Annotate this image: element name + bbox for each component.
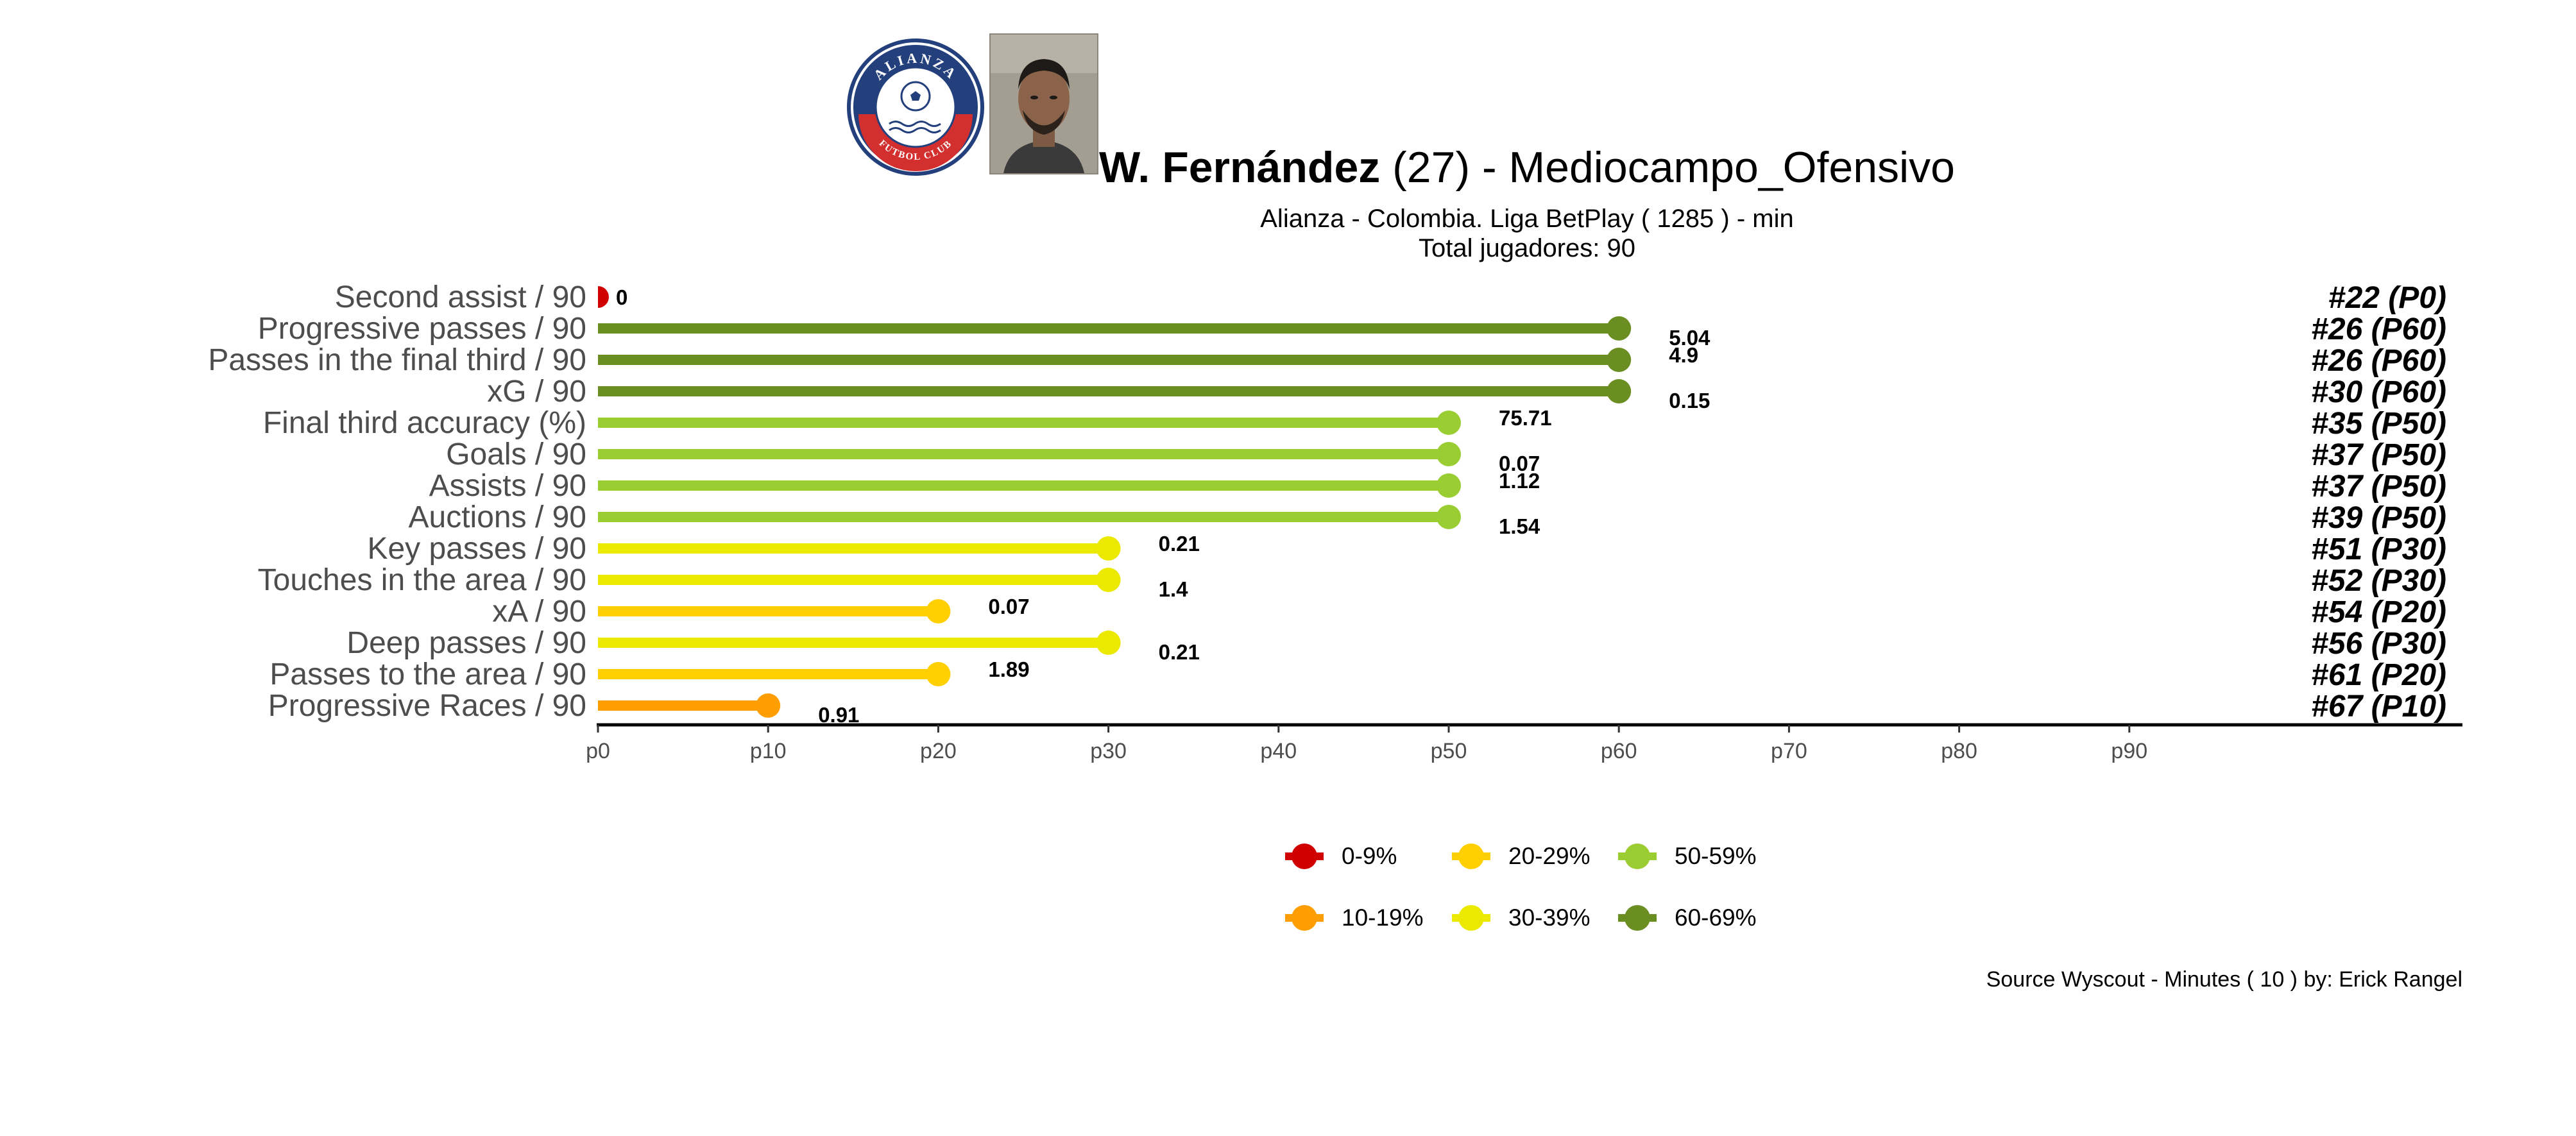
bar-point [1607,348,1632,372]
category-label: Passes in the final third / 90 [208,343,586,377]
player-name: W. Fernández [1098,143,1381,192]
value-label: 4.9 [1669,343,1698,367]
chart-title: W. Fernández (27) - Mediocampo_Ofensivo [834,142,2220,192]
x-tick-label: p20 [920,739,957,763]
club-logo: ALIANZA FUTBOL CLUB [846,37,985,177]
category-label: Auctions / 90 [409,500,587,534]
value-label: 0.07 [1499,452,1540,475]
x-tick-label: p0 [586,739,610,763]
category-label: Final third accuracy (%) [263,406,586,440]
legend-label: 10-19% [1342,904,1424,931]
bar-point [756,693,781,718]
subtitle-line-1: Alianza - Colombia. Liga BetPlay ( 1285 … [1260,205,1794,233]
legend-swatch [1285,905,1324,931]
category-label: Assists / 90 [429,469,586,503]
rank-label: #61 (P20) [2311,658,2446,692]
value-label: 0.21 [1159,532,1200,555]
legend-item: 60-69% [1618,904,1757,931]
rank-label: #56 (P30) [2311,627,2446,661]
legend-item: 10-19% [1285,904,1424,931]
x-tick-label: p60 [1601,739,1637,763]
rank-label: #26 (P60) [2311,312,2446,346]
x-tick-label: p10 [750,739,787,763]
category-label: Progressive Races / 90 [268,689,586,723]
legend-label: 60-69% [1675,904,1757,931]
legend-swatch [1285,844,1324,869]
bar-point [1096,536,1121,561]
legend-item: 20-29% [1452,843,1591,870]
legend-item: 30-39% [1452,904,1591,931]
legend-label: 0-9% [1342,843,1397,869]
category-label: Progressive passes / 90 [258,312,586,346]
legend-swatch [1618,905,1657,931]
player-age-position: (27) - Mediocampo_Ofensivo [1380,143,1955,192]
player-photo [989,33,1098,174]
value-label: 75.71 [1499,406,1552,430]
rank-label: #37 (P50) [2311,470,2446,504]
legend-swatch [1452,844,1490,869]
bar-point [926,662,951,686]
category-label: xA / 90 [492,595,586,629]
x-tick-label: p80 [1941,739,1977,763]
legend-item: 50-59% [1618,843,1757,870]
rank-label: #51 (P30) [2311,532,2446,566]
legend-swatch [1618,844,1657,869]
x-tick-label: p50 [1431,739,1467,763]
bar-point [1607,379,1632,403]
category-label: xG / 90 [487,375,586,409]
rank-label: #30 (P60) [2311,375,2446,409]
legend-swatch [1452,905,1490,931]
value-label: 0.21 [1159,640,1200,664]
bar-point [598,286,609,308]
category-label: Touches in the area / 90 [258,563,586,597]
category-label: Second assist / 90 [335,280,586,314]
value-label: 0 [616,285,627,309]
category-label: Key passes / 90 [367,532,586,566]
x-tick-label: p40 [1260,739,1297,763]
value-label: 0.07 [988,595,1029,618]
x-tick-label: p70 [1771,739,1807,763]
bar-point [1437,473,1461,498]
legend-label: 50-59% [1675,843,1757,869]
chart-subtitle: Alianza - Colombia. Liga BetPlay ( 1285 … [962,204,2092,263]
rank-label: #54 (P20) [2311,595,2446,629]
value-label: 0.91 [818,703,859,727]
rank-label: #22 (P0) [2328,281,2446,315]
bar-point [1096,568,1121,592]
value-label: 5.04 [1669,326,1710,350]
value-label: 0.15 [1669,389,1710,412]
rank-label: #26 (P60) [2311,344,2446,378]
bar-point [926,599,951,623]
category-label: Goals / 90 [446,437,586,471]
value-label: 1.54 [1499,514,1540,538]
value-label: 1.12 [1499,469,1540,493]
x-tick-label: p30 [1090,739,1127,763]
legend-item: 0-9% [1285,843,1397,870]
source-caption: Source Wyscout - Minutes ( 10 ) by: Eric… [1986,967,2462,992]
x-tick-label: p90 [2111,739,2147,763]
bar-point [1437,442,1461,466]
legend-label: 30-39% [1508,904,1591,931]
value-label: 1.89 [988,657,1029,681]
rank-label: #39 (P50) [2311,501,2446,535]
legend-label: 20-29% [1508,843,1591,869]
bar-point [1437,411,1461,435]
bar-point [1437,505,1461,529]
bar-point [1607,316,1632,341]
rank-label: #35 (P50) [2311,407,2446,441]
rank-label: #37 (P50) [2311,438,2446,472]
rank-label: #67 (P10) [2311,690,2446,724]
category-label: Passes to the area / 90 [269,657,586,691]
rank-label: #52 (P30) [2311,564,2446,598]
subtitle-line-2: Total jugadores: 90 [1418,234,1635,262]
category-label: Deep passes / 90 [346,626,586,660]
value-label: 1.4 [1159,577,1189,601]
bar-point [1096,631,1121,655]
